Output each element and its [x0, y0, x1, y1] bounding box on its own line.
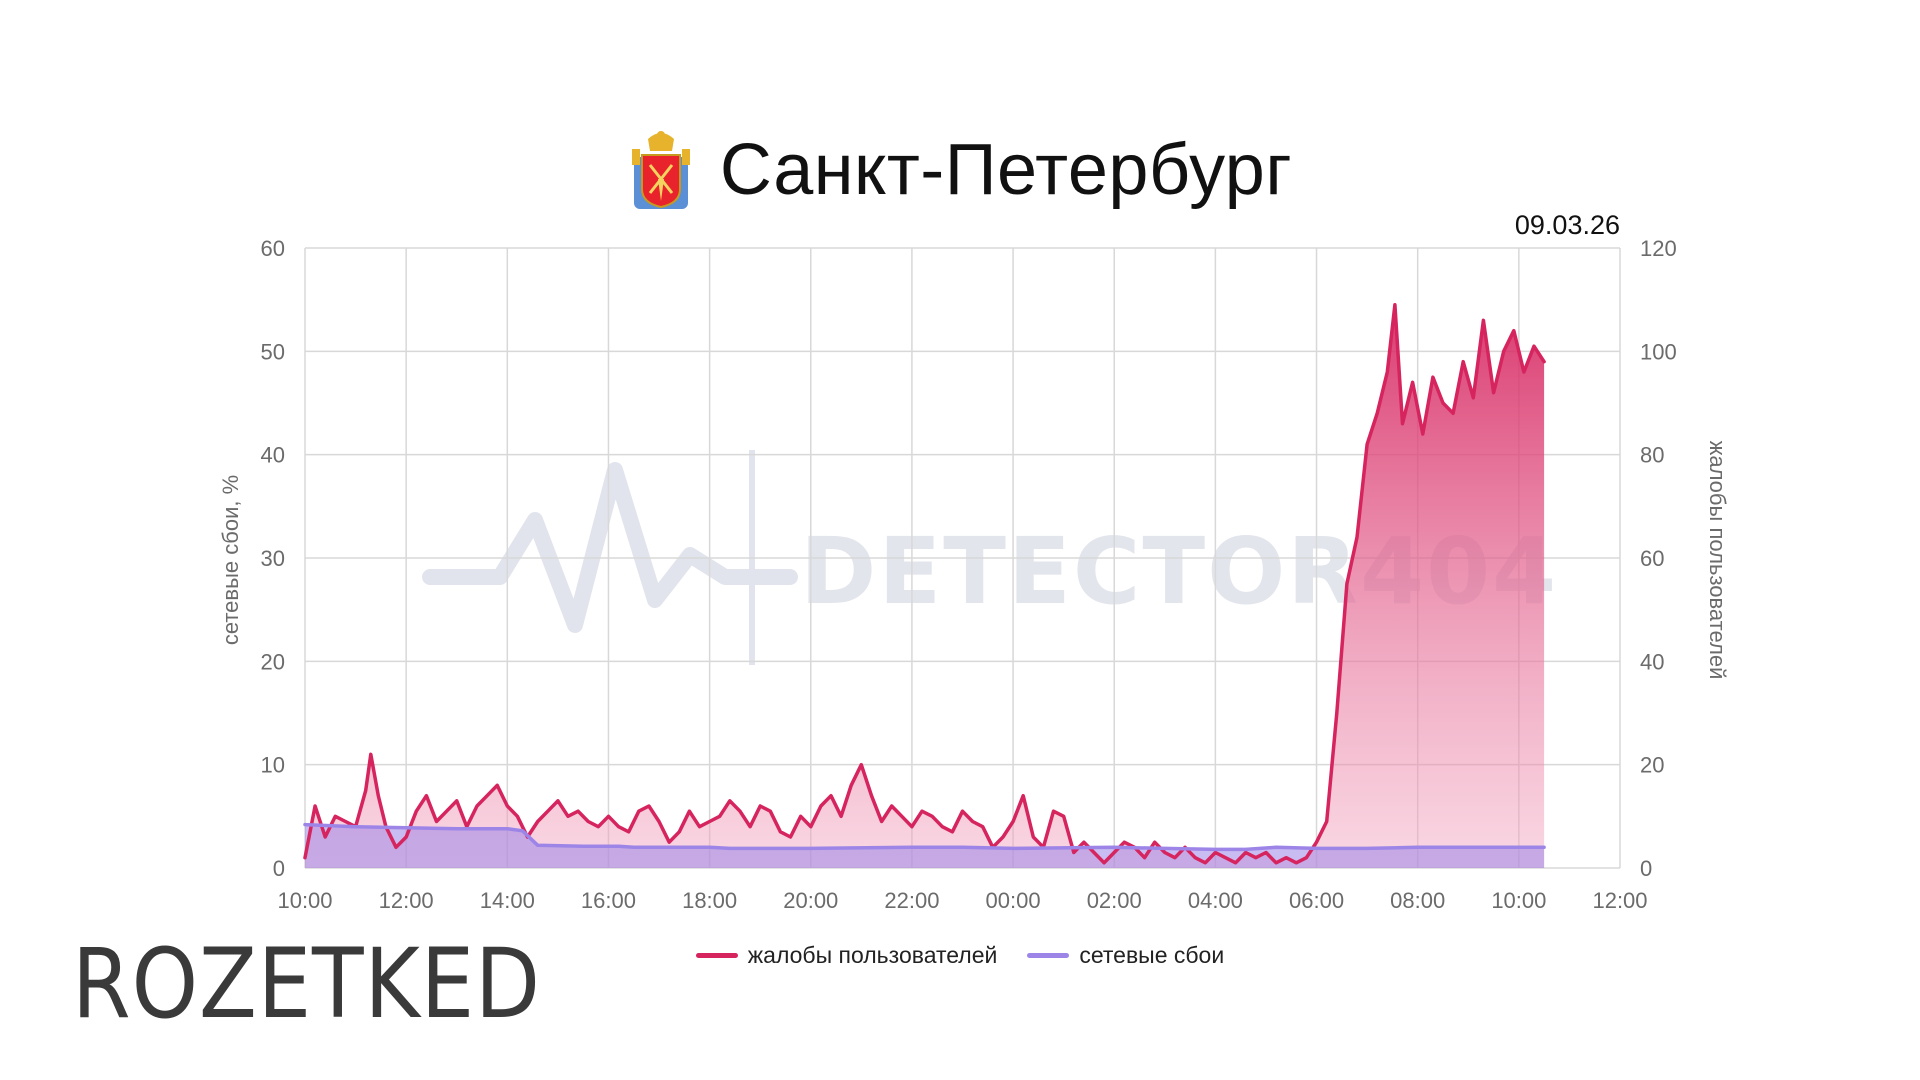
left-axis-tick-label: 40 [261, 443, 285, 468]
chart-title-row: Санкт-Петербург [0, 120, 1920, 220]
legend-swatch-outages [1027, 953, 1070, 958]
x-axis-tick-label: 08:00 [1390, 888, 1445, 913]
x-axis-tick-label: 22:00 [884, 888, 939, 913]
x-axis-tick-label: 14:00 [480, 888, 535, 913]
right-axis-tick-label: 120 [1640, 236, 1677, 261]
page-title: Санкт-Петербург [719, 130, 1293, 210]
left-axis-tick-label: 30 [261, 546, 285, 571]
left-axis-tick-label: 20 [261, 649, 285, 674]
left-axis-tick-label: 50 [261, 339, 285, 364]
left-axis-tick-label: 10 [261, 753, 285, 778]
x-axis-tick-label: 04:00 [1188, 888, 1243, 913]
left-axis-tick-label: 60 [261, 236, 285, 261]
outages-line [303, 822, 1546, 852]
right-axis-tick-label: 20 [1640, 753, 1664, 778]
chart-legend: жалобы пользователей сетевые сбои [0, 942, 1920, 969]
legend-swatch-complaints [695, 953, 738, 958]
right-axis-tick-label: 60 [1640, 546, 1664, 571]
x-axis-tick-label: 10:00 [1491, 888, 1546, 913]
left-axis-tick-label: 0 [273, 856, 285, 881]
outages-area [305, 824, 1545, 868]
legend-label-complaints: жалобы пользователей [747, 942, 998, 968]
complaints-line [303, 303, 1546, 865]
x-axis-tick-label: 00:00 [986, 888, 1041, 913]
left-axis-title: сетевые сбои, % [218, 475, 243, 645]
x-axis-tick-label: 16:00 [581, 888, 636, 913]
x-axis-tick-label: 10:00 [277, 888, 332, 913]
right-axis-tick-label: 100 [1640, 339, 1677, 364]
complaints-area [305, 304, 1545, 868]
right-axis-title: жалобы пользователей [1705, 441, 1730, 680]
right-axis-tick-label: 80 [1640, 443, 1664, 468]
x-axis-tick-label: 12:00 [379, 888, 434, 913]
x-axis-ticks: 10:00 12:00 14:00 16:00 18:00 20:00 22:00 00:00… [277, 888, 1647, 913]
legend-item-outages[interactable]: сетевые сбои [1027, 942, 1224, 969]
x-axis-tick-label: 12:00 [1592, 888, 1647, 913]
right-axis-ticks: 120 100 80 60 40 20 0 [1640, 236, 1677, 881]
saint-petersburg-coat-of-arms-icon [631, 131, 690, 209]
x-axis-tick-label: 20:00 [783, 888, 838, 913]
x-axis-tick-label: 06:00 [1289, 888, 1344, 913]
legend-item-complaints[interactable]: жалобы пользователей [695, 942, 998, 969]
legend-label-outages: сетевые сбои [1079, 942, 1225, 968]
right-axis-tick-label: 0 [1640, 856, 1652, 881]
left-axis-ticks: 60 50 40 30 20 10 0 [261, 236, 285, 881]
chart-date: 09.03.26 [1514, 210, 1620, 240]
right-axis-tick-label: 40 [1640, 649, 1664, 674]
x-axis-tick-label: 02:00 [1087, 888, 1142, 913]
plot-area [303, 303, 1546, 868]
rozetked-logo: ROZETKED [72, 928, 541, 1040]
x-axis-tick-label: 18:00 [682, 888, 737, 913]
